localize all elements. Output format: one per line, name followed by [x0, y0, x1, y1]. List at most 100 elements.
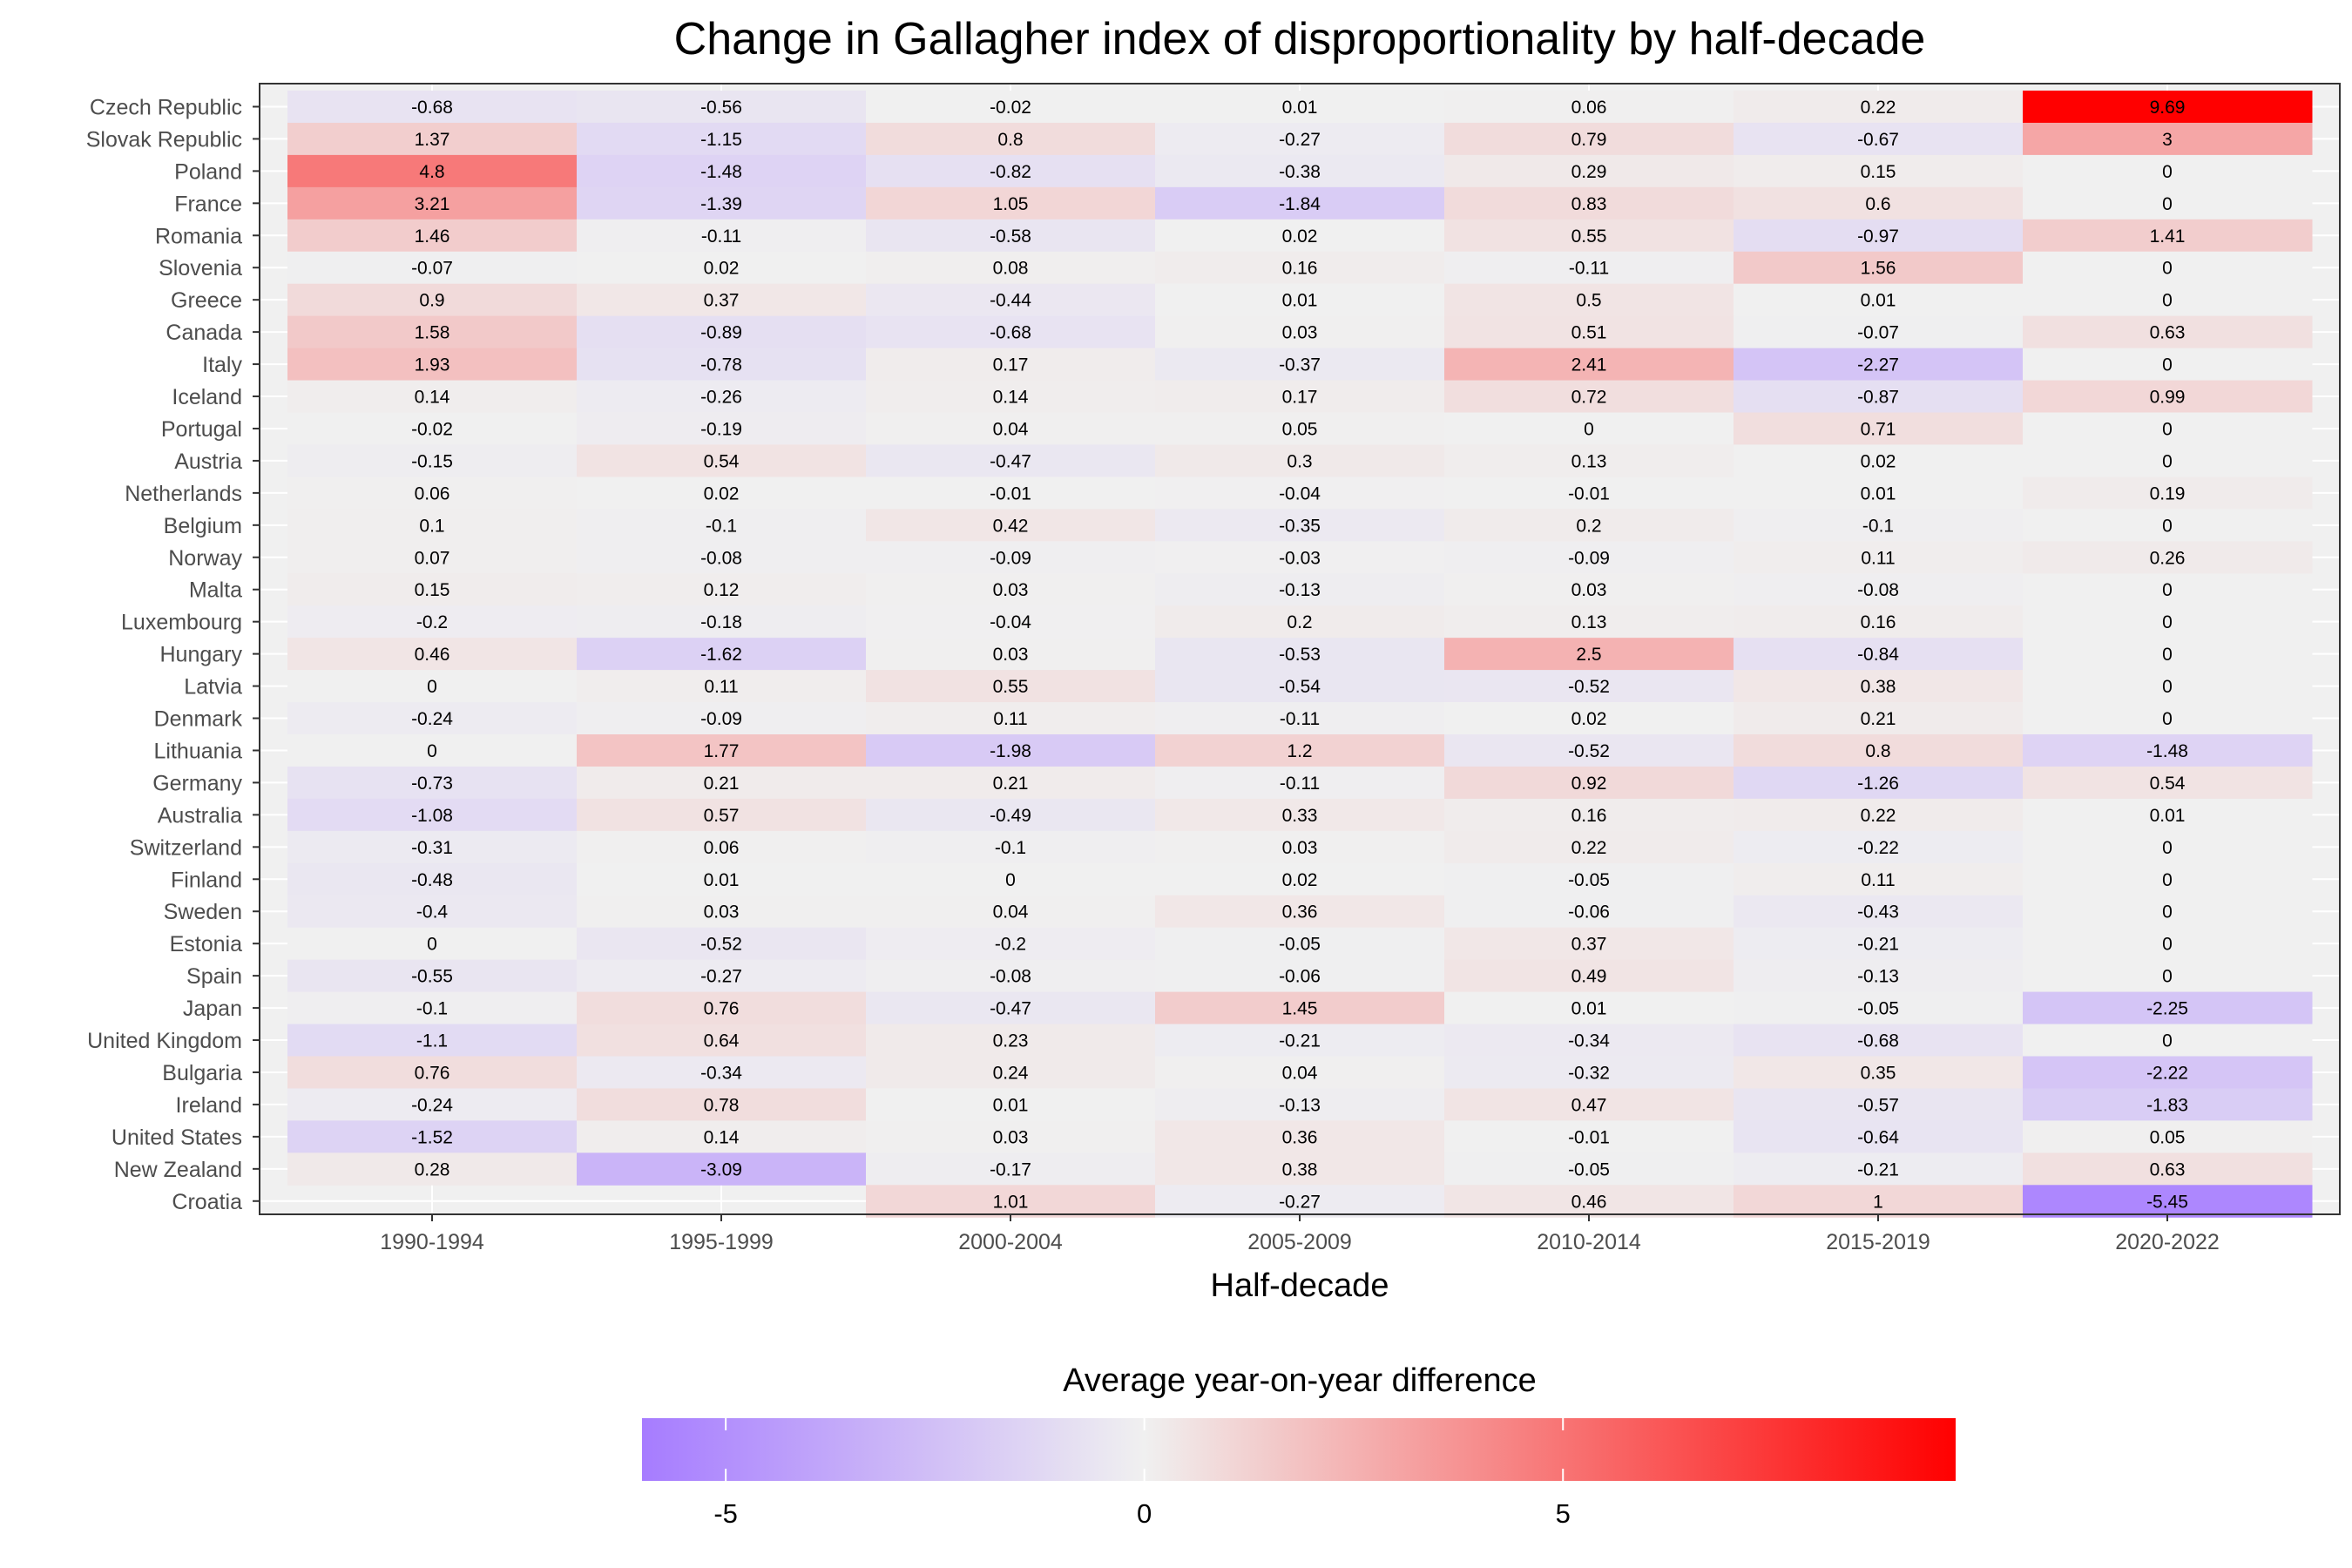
x-tick-label-2000-2004: 2000-2004 [958, 1230, 1063, 1254]
cell-value-label: -0.52 [1568, 741, 1610, 761]
heatmap-cell [1444, 959, 1734, 993]
cell-value-label: 0.22 [1861, 806, 1896, 826]
heatmap-cell [1155, 541, 1445, 574]
cell-value-label: 0.46 [415, 645, 450, 665]
heatmap-cell [287, 605, 578, 639]
cell-value-label: 0.6 [1865, 194, 1890, 214]
heatmap-cell [2023, 895, 2313, 929]
heatmap-cell [1155, 380, 1445, 413]
y-tick-label-croatia: Croatia [172, 1190, 242, 1214]
cell-value-label: -0.01 [990, 483, 1031, 504]
cell-value-label: 1.77 [704, 741, 740, 761]
heatmap-cell [866, 412, 1156, 445]
cell-value-label: -0.2 [995, 935, 1026, 955]
heatmap-cell [1155, 476, 1445, 510]
heatmap-cell [2023, 670, 2313, 703]
cell-value-label: 0.29 [1571, 162, 1607, 182]
cell-value-label: 0.04 [1282, 1063, 1318, 1083]
heatmap-cell [287, 186, 578, 220]
heatmap-cell [577, 122, 867, 156]
cell-value-label: 0.36 [1282, 1127, 1318, 1147]
cell-value-label: -0.56 [700, 98, 742, 118]
heatmap-cell [866, 91, 1156, 124]
cell-value-label: -0.67 [1857, 130, 1899, 150]
cell-value-label: 3 [2162, 130, 2173, 150]
heatmap-cell [1155, 186, 1445, 220]
cell-value-label: 0 [2162, 194, 2173, 214]
heatmap-cell [287, 412, 578, 445]
heatmap-cell [577, 315, 867, 349]
heatmap-cell [866, 283, 1156, 317]
cell-value-label: 1.05 [993, 194, 1029, 214]
cell-value-label: 0.06 [415, 483, 450, 504]
heatmap-cell [287, 122, 578, 156]
cell-value-label: 0.04 [993, 419, 1029, 439]
y-tick-label-spain: Spain [186, 964, 242, 989]
heatmap-cell [866, 476, 1156, 510]
heatmap-cell [577, 509, 867, 542]
heatmap-cell [1444, 1152, 1734, 1186]
heatmap-cell [1155, 509, 1445, 542]
cell-value-label: -0.55 [411, 967, 453, 987]
cell-value-label: 0 [2162, 967, 2173, 987]
cell-value-label: 0.04 [993, 902, 1029, 923]
heatmap-cell [1444, 830, 1734, 864]
cell-value-label: -0.49 [990, 806, 1031, 826]
heatmap-cell [287, 1152, 578, 1186]
heatmap-cell [287, 830, 578, 864]
cell-value-label: 0.54 [2150, 774, 2186, 794]
heatmap-cell [1734, 638, 2024, 671]
heatmap-cell [1444, 251, 1734, 285]
cell-value-label: 0.15 [1861, 162, 1896, 182]
y-tick-label-france: France [174, 192, 242, 216]
cell-value-label: 0.03 [993, 580, 1029, 600]
heatmap-cell [866, 1056, 1156, 1089]
heatmap-cell [577, 91, 867, 124]
cell-value-label: -0.07 [1857, 323, 1899, 343]
heatmap-cell [1734, 734, 2024, 767]
cell-value-label: -1.08 [411, 806, 453, 826]
cell-value-label: -0.87 [1857, 388, 1899, 408]
heatmap-cell [1444, 638, 1734, 671]
y-tick-label-malta: Malta [189, 578, 242, 603]
cell-value-label: 0.03 [1282, 323, 1318, 343]
cell-value-label: 0.01 [1571, 999, 1607, 1019]
heatmap-cell [577, 702, 867, 735]
cell-value-label: 0.24 [993, 1063, 1029, 1083]
y-tick-label-greece: Greece [171, 288, 242, 313]
cell-value-label: -0.35 [1279, 516, 1321, 536]
heatmap-cell [287, 670, 578, 703]
legend-tick-label: -5 [713, 1498, 738, 1529]
cell-value-label: 3.21 [415, 194, 450, 214]
heatmap-cell [2023, 830, 2313, 864]
cell-value-label: 0.76 [415, 1063, 450, 1083]
heatmap-cell [577, 862, 867, 896]
cell-value-label: 0 [2162, 291, 2173, 311]
cell-value-label: 0.15 [415, 580, 450, 600]
cell-value-label: 0 [2162, 355, 2173, 375]
heatmap-cell [287, 702, 578, 735]
cell-value-label: 0.11 [1861, 548, 1895, 568]
cell-value-label: 0.11 [704, 677, 738, 697]
heatmap-cell [577, 638, 867, 671]
heatmap-cell [1734, 702, 2024, 735]
cell-value-label: 0.1 [419, 516, 444, 536]
cell-value-label: 0.08 [993, 259, 1029, 279]
heatmap-cell [2023, 766, 2313, 800]
heatmap-cell [577, 1056, 867, 1089]
y-tick-label-romania: Romania [155, 224, 242, 248]
heatmap-cell [287, 1088, 578, 1121]
cell-value-label: -0.68 [990, 323, 1031, 343]
cell-value-label: 0.49 [1571, 967, 1607, 987]
y-tick-label-australia: Australia [158, 803, 242, 828]
cell-value-label: -1.48 [700, 162, 742, 182]
heatmap-cell [1734, 412, 2024, 445]
cell-value-label: -0.31 [411, 838, 453, 858]
heatmap-cell [2023, 154, 2313, 188]
heatmap-cell [287, 1024, 578, 1057]
heatmap-cell [1444, 605, 1734, 639]
cell-value-label: 0.01 [1282, 98, 1318, 118]
heatmap-cell [1734, 541, 2024, 574]
heatmap-cell [1734, 219, 2024, 253]
